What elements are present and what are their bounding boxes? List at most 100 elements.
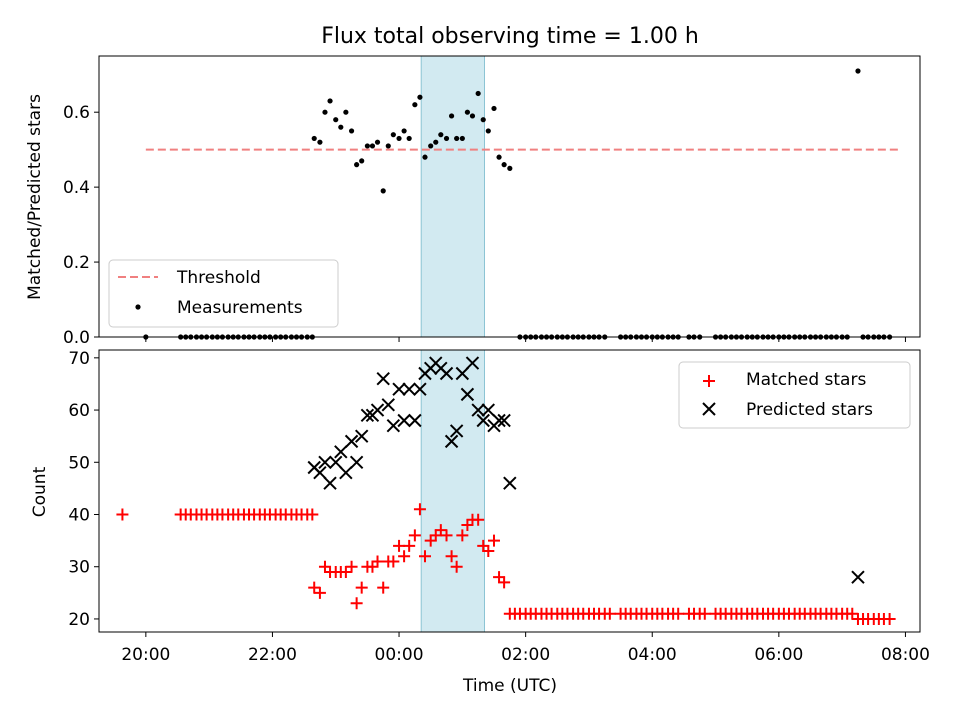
predicted-stars-point xyxy=(851,570,865,584)
matched-stars-point xyxy=(403,539,416,552)
measurement-point xyxy=(507,165,513,171)
matched-stars-point xyxy=(461,518,474,531)
measurements-legend-swatch xyxy=(135,304,141,310)
bottom-series-predicted-stars xyxy=(307,356,865,584)
matched-stars-point xyxy=(883,612,896,625)
matched-stars-point xyxy=(355,581,368,594)
matched-stars-point xyxy=(498,576,511,589)
measurement-point xyxy=(359,158,365,164)
measurement-point xyxy=(428,143,434,149)
matched-stars-point xyxy=(339,565,352,578)
matched-stars-point xyxy=(306,508,319,521)
predicted-stars-point xyxy=(344,434,359,449)
matched-stars-point xyxy=(377,581,390,594)
predicted-stars-point xyxy=(503,476,517,490)
predicted-stars-point xyxy=(370,403,385,417)
measurement-point xyxy=(333,117,339,123)
measurement-point xyxy=(327,98,333,104)
matched-stars-point xyxy=(424,534,437,547)
predicted-stars-point xyxy=(402,382,416,396)
predicted-stars-point xyxy=(381,398,395,412)
measurement-point xyxy=(422,154,428,160)
measurement-point xyxy=(369,143,376,149)
top-axes-frame xyxy=(98,55,921,338)
predicted-stars-point xyxy=(354,429,369,443)
predicted-stars-point xyxy=(329,455,343,469)
matched-stars-point xyxy=(387,555,400,568)
predicted-stars-point xyxy=(386,419,401,433)
matched-stars-point xyxy=(450,560,463,573)
bottom-series-matched-stars xyxy=(116,503,896,625)
measurement-point xyxy=(317,139,323,145)
matched-stars-point xyxy=(672,607,685,620)
bottom-plot-area: 20 30 40 50 60 70 20:00 22:00 00:00 02:00 04:00 06:… xyxy=(68,349,930,665)
matched-stars-point xyxy=(308,581,321,594)
bottom-y-tick-label: 40 xyxy=(68,506,90,526)
bottom-y-axis-label: Count xyxy=(30,466,50,517)
measurement-point xyxy=(412,102,418,108)
top-y-tick-label: 0.4 xyxy=(63,178,90,198)
bottom-x-tick-label: 04:00 xyxy=(628,645,677,665)
bottom-legend: Matched stars Predicted stars xyxy=(678,361,911,429)
predicted-stars-point xyxy=(397,413,411,428)
bottom-y-tick-label: 50 xyxy=(68,453,90,473)
matched-stars-point xyxy=(413,503,426,516)
matched-stars-point xyxy=(418,550,431,563)
matched-stars-point xyxy=(456,529,469,542)
measurement-point xyxy=(464,109,471,115)
bottom-axes-frame xyxy=(98,349,921,633)
top-panel: Flux total observing time = 1.00 h 0.00.… xyxy=(25,24,921,348)
predicted-stars-point xyxy=(497,413,511,428)
measurement-point xyxy=(396,135,402,142)
measurement-point xyxy=(491,105,497,112)
measurement-point xyxy=(311,135,317,142)
measurement-point xyxy=(448,113,455,119)
predicted-stars-point xyxy=(460,387,475,402)
predicted-stars-point xyxy=(465,356,480,370)
bottom-x-tick-label: 00:00 xyxy=(375,645,424,665)
matched-stars-point xyxy=(429,529,442,542)
matched-stars-point xyxy=(345,560,358,573)
measurement-point xyxy=(417,94,423,100)
top-highlight-span xyxy=(420,55,485,338)
top-legend: Threshold Measurements xyxy=(108,259,339,328)
predicted-stars-legend-swatch xyxy=(702,402,716,416)
bottom-y-tick-label: 70 xyxy=(68,349,90,369)
measurement-point xyxy=(501,162,507,168)
measurement-point xyxy=(433,139,439,145)
matched-stars-legend-label: Matched stars xyxy=(746,370,866,390)
measurement-point xyxy=(480,117,486,123)
measurement-point xyxy=(338,124,344,130)
matched-stars-point xyxy=(393,539,406,552)
measurements-legend-label: Measurements xyxy=(177,298,303,318)
matched-stars-point xyxy=(350,597,363,610)
x-axis-label: Time (UTC) xyxy=(462,676,557,696)
matched-stars-point xyxy=(603,607,616,620)
predicted-stars-legend-label: Predicted stars xyxy=(746,400,873,420)
matched-stars-point xyxy=(487,534,500,547)
predicted-stars-point xyxy=(481,403,496,417)
top-y-tick-label: 0.0 xyxy=(63,328,90,348)
measurement-point xyxy=(401,128,407,134)
matched-stars-point xyxy=(698,607,711,620)
matched-stars-point xyxy=(493,571,506,584)
measurement-point xyxy=(469,113,476,119)
measurement-point xyxy=(390,132,396,138)
measurement-point xyxy=(354,162,360,168)
matched-stars-point xyxy=(313,586,326,599)
measurement-point xyxy=(459,135,465,142)
predicted-stars-point xyxy=(444,434,459,449)
predicted-stars-point xyxy=(318,455,332,469)
measurement-point xyxy=(485,128,491,134)
predicted-stars-point xyxy=(471,403,485,417)
matched-stars-point xyxy=(477,539,490,552)
bottom-x-tick-label: 20:00 xyxy=(121,645,170,665)
predicted-stars-point xyxy=(323,476,337,490)
bottom-y-tick-label: 20 xyxy=(68,610,90,630)
bottom-x-tick-label: 08:00 xyxy=(881,645,930,665)
bottom-y-tick-label: 60 xyxy=(68,401,90,421)
predicted-stars-point xyxy=(376,372,390,386)
bottom-panel: 20 30 40 50 60 70 20:00 22:00 00:00 02:00 04:00 06:… xyxy=(30,349,930,696)
matched-stars-point xyxy=(440,529,453,542)
matched-stars-point xyxy=(434,524,447,537)
